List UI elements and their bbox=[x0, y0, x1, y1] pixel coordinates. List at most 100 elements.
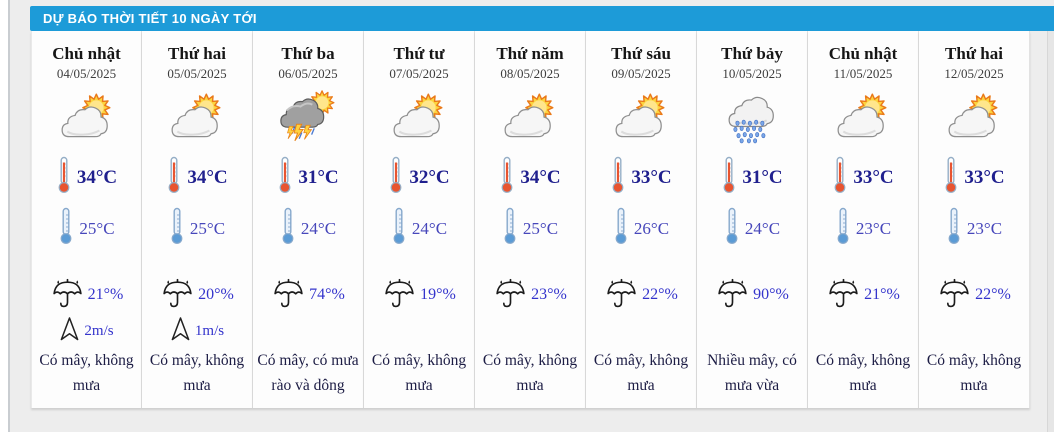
high-temperature: 33°C bbox=[964, 166, 1005, 188]
day-name: Chủ nhật bbox=[828, 44, 898, 63]
low-temperature: 26°C bbox=[633, 218, 670, 238]
day-date: 08/05/2025 bbox=[500, 66, 560, 81]
high-temperature: 33°C bbox=[853, 166, 894, 188]
day-date: 04/05/2025 bbox=[56, 66, 117, 81]
weather-description: Nhiều mây, có mưa vừa bbox=[707, 352, 797, 394]
low-temperature: 25°C bbox=[79, 218, 115, 238]
page-left-margin bbox=[0, 0, 10, 432]
day-card: Thứ hai 05/05/2025 34°C bbox=[142, 31, 253, 408]
thermometer-low-icon bbox=[613, 207, 629, 250]
high-temp-row: 33°C bbox=[832, 156, 894, 199]
weather-description: Có mây, không mưa bbox=[371, 352, 467, 394]
high-temp-row: 32°C bbox=[388, 156, 450, 199]
low-temperature: 23°C bbox=[855, 218, 892, 238]
rain-probability: 21°% bbox=[87, 285, 124, 303]
day-name: Thứ sáu bbox=[611, 44, 671, 63]
rain-probability: 90°% bbox=[753, 285, 789, 303]
rain-probability-row: 90°% bbox=[715, 276, 789, 313]
wind-row: 2m/s bbox=[59, 316, 114, 347]
day-date: 07/05/2025 bbox=[389, 66, 449, 81]
weather-description: Có mây, có mưa rào và dông bbox=[257, 352, 359, 394]
thermometer-low-icon bbox=[169, 207, 185, 250]
low-temp-row: 24°C bbox=[280, 207, 336, 250]
rain-probability-row: 23°% bbox=[493, 276, 567, 313]
forecast-title: DỰ BÁO THỜI TIẾT 10 NGÀY TỚI bbox=[43, 11, 257, 26]
high-temperature: 34°C bbox=[76, 166, 118, 188]
thermometer-high-icon bbox=[166, 156, 182, 199]
day-date: 10/05/2025 bbox=[722, 66, 782, 81]
low-temperature: 24°C bbox=[300, 218, 337, 238]
wind-row: 1m/s bbox=[170, 316, 224, 346]
thermometer-high-icon bbox=[56, 156, 72, 199]
thermometer-high-icon bbox=[388, 156, 404, 199]
page-right-margin bbox=[1047, 31, 1054, 432]
day-card: Chủ nhật 11/05/2025 33°C bbox=[808, 31, 919, 408]
weather-description: Có mây, không mưa bbox=[815, 352, 911, 394]
day-card: Thứ sáu 09/05/2025 33°C bbox=[586, 31, 697, 408]
rain-probability: 19°% bbox=[420, 285, 456, 303]
rain-probability: 23°% bbox=[531, 285, 567, 303]
day-date: 11/05/2025 bbox=[833, 66, 893, 81]
umbrella-icon bbox=[160, 276, 195, 313]
thermometer-high-icon bbox=[277, 156, 293, 199]
low-temperature: 25°C bbox=[189, 218, 226, 238]
thunderstorm-sun-icon bbox=[279, 90, 337, 144]
rain-probability-row: 20°% bbox=[160, 276, 234, 313]
day-name: Thứ tư bbox=[393, 44, 445, 63]
sun-behind-cloud-icon bbox=[501, 90, 559, 144]
day-name: Thứ hai bbox=[168, 44, 226, 63]
rain-probability: 22°% bbox=[975, 285, 1011, 303]
high-temp-row: 34°C bbox=[56, 156, 117, 199]
low-temp-row: 26°C bbox=[613, 207, 669, 250]
umbrella-icon bbox=[826, 276, 861, 313]
umbrella-icon bbox=[604, 276, 639, 313]
rain-probability-row: 22°% bbox=[604, 276, 678, 313]
thermometer-high-icon bbox=[832, 156, 848, 199]
low-temp-row: 23°C bbox=[835, 207, 891, 250]
thermometer-low-icon bbox=[280, 207, 296, 250]
low-temp-row: 24°C bbox=[724, 207, 780, 250]
weather-description: Có mây, không mưa bbox=[926, 352, 1022, 394]
thermometer-low-icon bbox=[502, 207, 518, 250]
sun-behind-cloud-icon bbox=[612, 90, 670, 144]
sun-behind-cloud-icon bbox=[168, 90, 226, 144]
low-temperature: 24°C bbox=[411, 218, 448, 238]
day-name: Thứ bảy bbox=[721, 44, 783, 63]
day-name: Thứ năm bbox=[496, 44, 564, 63]
umbrella-icon bbox=[382, 276, 417, 313]
weather-description: Có mây, không mưa bbox=[149, 352, 245, 394]
rain-probability: 22°% bbox=[642, 285, 678, 303]
day-card: Thứ ba 06/05/2025 31°C bbox=[253, 31, 364, 408]
thermometer-high-icon bbox=[499, 156, 515, 199]
thermometer-low-icon bbox=[835, 207, 851, 250]
day-card: Thứ hai 12/05/2025 33°C bbox=[919, 31, 1030, 408]
day-card: Thứ năm 08/05/2025 34°C bbox=[475, 31, 586, 408]
high-temperature: 31°C bbox=[298, 166, 339, 188]
wind-speed: 2m/s bbox=[84, 322, 114, 339]
weather-description: Có mây, không mưa bbox=[39, 352, 134, 394]
day-date: 12/05/2025 bbox=[944, 66, 1004, 81]
sun-behind-cloud-icon bbox=[58, 90, 116, 144]
high-temp-row: 33°C bbox=[943, 156, 1005, 199]
day-date: 09/05/2025 bbox=[611, 66, 671, 81]
low-temp-row: 25°C bbox=[58, 207, 115, 250]
low-temp-row: 25°C bbox=[169, 207, 225, 250]
high-temp-row: 33°C bbox=[610, 156, 672, 199]
high-temperature: 32°C bbox=[409, 166, 450, 188]
high-temp-row: 31°C bbox=[721, 156, 783, 199]
umbrella-icon bbox=[715, 276, 750, 313]
low-temp-row: 24°C bbox=[391, 207, 447, 250]
high-temperature: 34°C bbox=[520, 166, 561, 188]
day-name: Chủ nhật bbox=[52, 44, 121, 63]
sun-behind-cloud-icon bbox=[390, 90, 448, 144]
low-temperature: 24°C bbox=[744, 218, 781, 238]
low-temperature: 23°C bbox=[966, 218, 1003, 238]
rain-probability-row: 21°% bbox=[50, 276, 124, 313]
thermometer-high-icon bbox=[610, 156, 626, 199]
wind-direction-arrow-icon bbox=[59, 316, 80, 347]
day-card: Thứ bảy 10/05/2025 31°C bbox=[697, 31, 808, 408]
sun-behind-cloud-icon bbox=[945, 90, 1003, 144]
rain-probability: 20°% bbox=[198, 285, 234, 303]
weather-description: Có mây, không mưa bbox=[482, 352, 578, 394]
